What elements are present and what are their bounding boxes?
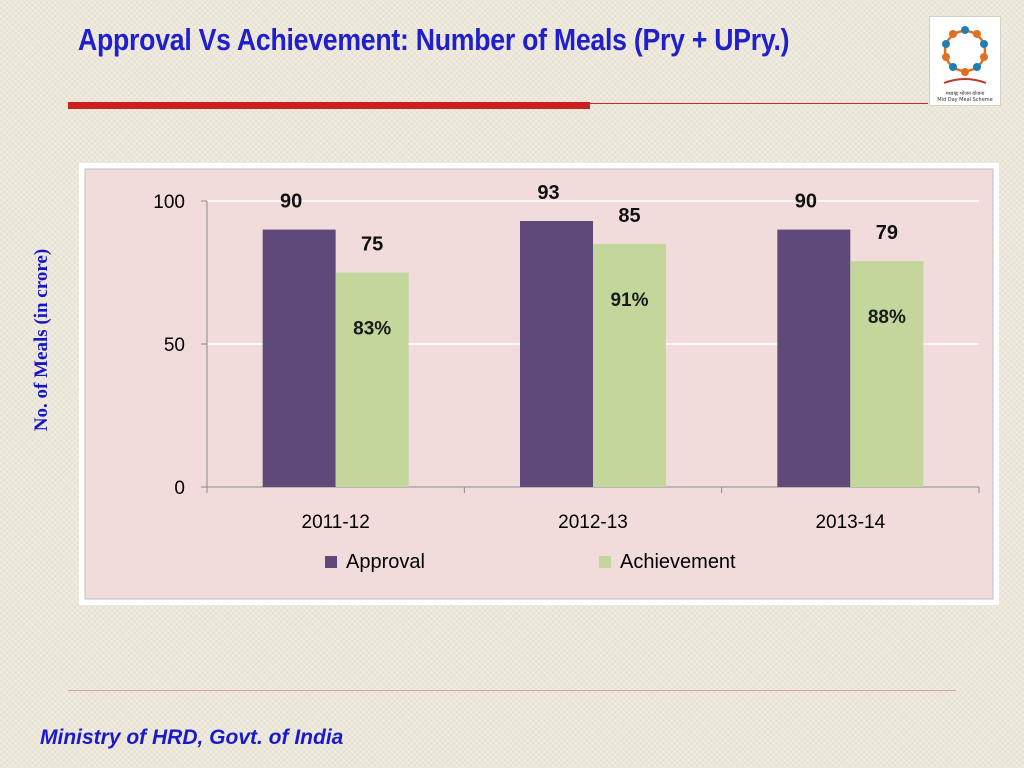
bar-achievement <box>850 261 924 487</box>
title-underline-rule <box>590 103 928 104</box>
footer-text: Ministry of HRD, Govt. of India <box>40 726 344 749</box>
bar-achievement <box>593 243 666 487</box>
y-tick-label: 100 <box>153 192 185 213</box>
title-underline-accent <box>68 102 590 109</box>
footer-rule <box>68 690 956 691</box>
bar-achievement <box>335 272 409 487</box>
data-label: 79 <box>876 222 898 244</box>
bar-approval <box>262 229 336 487</box>
y-tick-label: 50 <box>164 335 185 356</box>
logo-caption-english: Mid Day Meal Scheme <box>937 97 993 103</box>
legend-label: Approval <box>346 551 425 573</box>
percent-label: 83% <box>353 319 391 340</box>
legend-swatch-achievement <box>599 556 611 568</box>
x-tick-label: 2011-12 <box>302 512 370 533</box>
legend-label: Achievement <box>620 551 736 573</box>
people-circle-icon <box>942 26 988 84</box>
data-label: 75 <box>361 234 383 256</box>
chart-frame: 0 50 100 2011-12 90 75 83% 2012-13 93 85 91% 2013-1… <box>79 163 999 605</box>
y-tick-label: 0 <box>174 478 185 499</box>
data-label: 90 <box>280 191 302 213</box>
data-label: 90 <box>795 191 817 213</box>
bar-approval <box>520 221 593 487</box>
mid-day-meal-logo: मध्याह्न भोजन योजना Mid Day Meal Scheme <box>929 16 1001 106</box>
data-label: 93 <box>537 182 559 204</box>
data-label: 85 <box>618 205 640 227</box>
legend-swatch-approval <box>325 556 337 568</box>
bar-approval <box>777 229 851 487</box>
y-axis-title: No. of Meals (in crore) <box>31 248 52 432</box>
bar-chart: 0 50 100 2011-12 90 75 83% 2012-13 93 85 91% 2013-1… <box>84 168 994 600</box>
slide-title: Approval Vs Achievement: Number of Meals… <box>78 22 790 57</box>
percent-label: 91% <box>610 290 648 311</box>
x-tick-label: 2012-13 <box>558 512 628 533</box>
x-tick-label: 2013-14 <box>815 512 885 533</box>
logo-caption-hindi: मध्याह्न भोजन योजना <box>945 91 985 97</box>
percent-label: 88% <box>868 307 906 328</box>
